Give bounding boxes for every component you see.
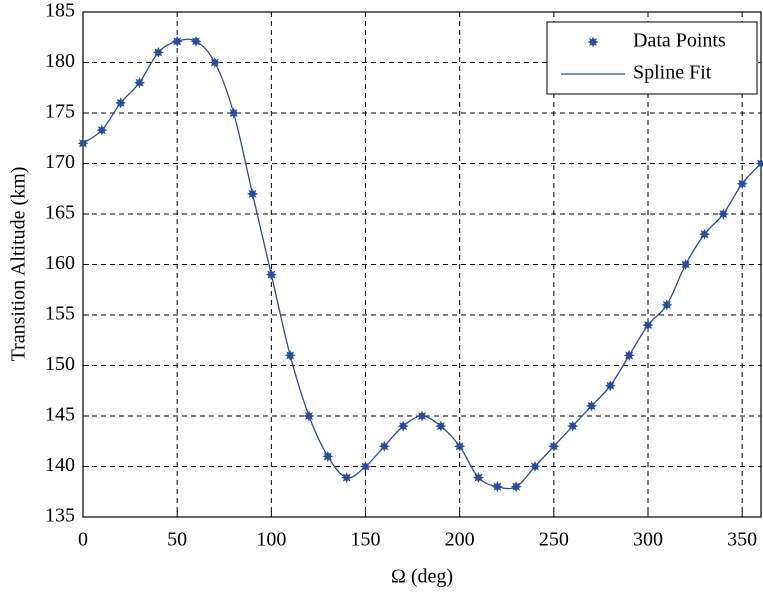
data-point <box>378 440 390 452</box>
data-point <box>341 472 353 484</box>
data-point <box>303 410 315 422</box>
x-tick-label: 350 <box>727 529 757 551</box>
legend: Data Points Spline Fit <box>546 21 758 95</box>
y-tick-label: 165 <box>45 202 75 224</box>
y-tick-label: 135 <box>45 505 75 527</box>
data-point <box>435 420 447 432</box>
data-point <box>416 410 428 422</box>
x-tick-label: 50 <box>167 529 187 551</box>
data-point <box>322 450 334 462</box>
data-point <box>567 420 579 432</box>
x-tick-label: 300 <box>633 529 663 551</box>
y-tick-label: 155 <box>45 303 75 325</box>
y-tick-label: 185 <box>45 0 75 22</box>
legend-label: Spline Fit <box>633 62 712 84</box>
data-point <box>228 107 240 119</box>
data-point <box>265 269 277 281</box>
data-point <box>510 481 522 493</box>
data-point <box>529 461 541 472</box>
data-point <box>755 158 763 169</box>
data-point <box>152 46 164 58</box>
data-point <box>77 137 89 149</box>
data-point <box>96 124 108 136</box>
data-point <box>717 208 729 220</box>
data-point <box>247 188 258 200</box>
x-tick-label: 250 <box>539 529 569 551</box>
data-point <box>623 349 635 361</box>
data-point <box>190 35 202 47</box>
data-point <box>586 400 597 412</box>
data-point <box>491 481 503 493</box>
data-point <box>284 349 296 361</box>
x-tick-label: 200 <box>445 529 475 551</box>
data-point <box>171 35 183 47</box>
y-tick-label: 140 <box>45 454 75 476</box>
data-point <box>134 77 145 89</box>
y-axis-label: Transition Altitude (km) <box>8 167 30 362</box>
data-point <box>115 97 127 109</box>
y-tick-label: 180 <box>45 50 75 72</box>
data-point <box>604 380 616 392</box>
y-tick-label: 175 <box>45 101 75 123</box>
x-axis-label: Ω (deg) <box>391 566 453 588</box>
data-point <box>736 178 748 190</box>
data-point <box>473 472 484 484</box>
y-tick-label: 170 <box>45 151 75 173</box>
data-point <box>661 299 673 311</box>
y-tick-label: 150 <box>45 353 75 375</box>
data-point <box>642 319 654 331</box>
data-point <box>360 461 371 472</box>
x-tick-label: 100 <box>256 529 286 551</box>
data-point <box>548 440 560 452</box>
data-point <box>699 228 710 240</box>
x-tick-label: 0 <box>78 529 88 551</box>
y-tick-label: 145 <box>45 404 75 426</box>
y-tick-label: 160 <box>45 252 75 274</box>
data-point <box>680 259 692 270</box>
legend-label: Data Points <box>633 30 726 52</box>
data-point <box>454 440 466 452</box>
data-point <box>397 420 409 432</box>
legend-marker <box>587 36 599 48</box>
legend-box <box>546 21 758 95</box>
x-tick-label: 150 <box>351 529 381 551</box>
plot-frame <box>82 11 762 518</box>
data-point <box>209 57 221 68</box>
